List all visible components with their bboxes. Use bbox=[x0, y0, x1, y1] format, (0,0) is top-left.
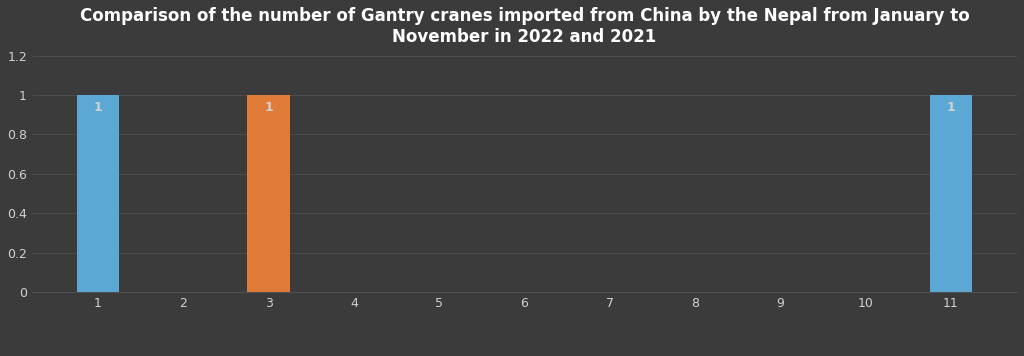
Bar bbox=[77, 95, 119, 292]
Text: 1: 1 bbox=[264, 101, 273, 114]
Text: 1: 1 bbox=[93, 101, 102, 114]
Bar bbox=[247, 95, 290, 292]
Text: 1: 1 bbox=[946, 101, 955, 114]
Bar bbox=[930, 95, 972, 292]
Title: Comparison of the number of Gantry cranes imported from China by the Nepal from : Comparison of the number of Gantry crane… bbox=[80, 7, 970, 46]
